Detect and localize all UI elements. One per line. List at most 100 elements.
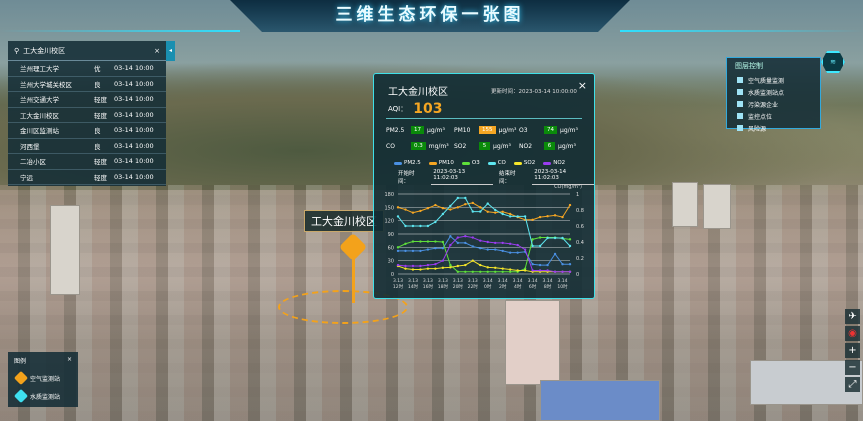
data-point-co <box>479 210 482 213</box>
data-point-pm25 <box>411 249 415 253</box>
data-point-pm25 <box>494 248 497 251</box>
end-time-input[interactable]: 2023-03-14 11:02:03 <box>532 169 594 185</box>
x-tick-label: 8时 <box>544 283 552 290</box>
data-point-pm10 <box>479 206 482 209</box>
data-point-co <box>561 236 564 240</box>
data-point-so2 <box>464 263 467 267</box>
layer-checkbox[interactable] <box>737 101 743 107</box>
series-line-pm25 <box>398 235 570 266</box>
data-point-so2 <box>441 266 445 269</box>
map-station-label[interactable]: 工大金川校区 <box>304 210 384 232</box>
data-point-o3 <box>538 236 542 239</box>
station-time: 03-14 10:00 <box>114 79 154 88</box>
aqi-label: AQI： <box>388 105 408 113</box>
search-bar[interactable]: ⚲ 工大金川校区 × <box>8 41 166 61</box>
collapse-search-tab[interactable]: ◂ <box>166 41 175 61</box>
layer-item[interactable]: 水质监测站点 <box>727 86 820 98</box>
zoom-out-button[interactable]: − <box>845 360 860 375</box>
data-point-co <box>404 224 407 228</box>
data-point-o3 <box>486 270 489 273</box>
end-label: 结束时间： <box>499 171 516 185</box>
data-point-co <box>523 215 527 218</box>
station-row[interactable]: 兰州大学城关校区 良 03-14 10:00 <box>8 77 166 92</box>
station-name: 河西堡 <box>20 142 40 151</box>
close-icon[interactable]: × <box>577 79 587 92</box>
data-point-so2 <box>449 266 452 269</box>
station-row[interactable]: 兰州交通大学 轻度 03-14 10:00 <box>8 92 166 108</box>
layer-item[interactable]: 监控点位 <box>727 110 820 122</box>
layer-item[interactable]: 空气质量监测 <box>727 74 820 86</box>
station-row[interactable]: 二冶小区 轻度 03-14 10:00 <box>8 154 166 170</box>
data-point-o3 <box>494 270 497 273</box>
station-row[interactable]: 兰州理工大学 优 03-14 10:00 <box>8 61 166 77</box>
data-point-so2 <box>523 269 527 272</box>
pollutant-unit: μg/m³ <box>493 142 511 150</box>
locate-icon[interactable]: ✈ <box>845 309 860 324</box>
legend-title: 图例 <box>14 358 27 365</box>
x-tick-label: 2时 <box>499 283 507 290</box>
y2-tick-label: 0 <box>576 272 579 278</box>
building <box>540 380 660 421</box>
data-point-co <box>419 224 422 228</box>
pollutant-so2: SO2 5 μg/m³ <box>454 142 511 150</box>
zoom-in-button[interactable]: + <box>845 343 860 358</box>
data-point-o3 <box>411 240 415 243</box>
layer-item[interactable]: 污染源企业 <box>727 98 820 110</box>
data-point-o3 <box>456 270 460 273</box>
station-row[interactable]: 河西堡 良 03-14 10:00 <box>8 139 166 154</box>
legend-close-icon[interactable]: × <box>66 356 72 363</box>
legend-o3[interactable]: O3 <box>461 160 480 166</box>
data-point-pm10 <box>449 208 452 211</box>
legend-pm10[interactable]: PM10 <box>428 160 454 166</box>
fullscreen-icon[interactable]: ⤢ <box>845 377 860 392</box>
station-row[interactable]: 金川区监测站 良 03-14 10:00 <box>8 123 166 139</box>
data-point-co <box>449 204 452 208</box>
legend-pm25[interactable]: PM2.5 <box>394 160 421 166</box>
legend-swatch <box>543 161 552 165</box>
layer-checkbox[interactable] <box>737 125 743 131</box>
station-level: 轻度 <box>94 111 107 120</box>
data-point-no2 <box>404 264 407 268</box>
y-tick-label: 60 <box>388 245 394 251</box>
legend-co[interactable]: CO <box>487 160 506 166</box>
data-point-co <box>531 244 534 248</box>
marker-stem <box>352 258 355 303</box>
data-point-pm10 <box>464 203 467 206</box>
pollutant-unit: μg/m³ <box>560 126 578 134</box>
legend-no2[interactable]: NO2 <box>543 160 565 166</box>
data-point-no2 <box>523 248 527 251</box>
station-row[interactable]: 工大金川校区 轻度 03-14 10:00 <box>8 108 166 123</box>
layer-checkbox[interactable] <box>737 89 743 95</box>
data-point-pm10 <box>419 209 422 213</box>
layers-icon[interactable]: ≋ <box>821 51 845 73</box>
data-point-o3 <box>568 238 572 241</box>
series-line-o3 <box>397 237 571 273</box>
layer-item[interactable]: 风险源 <box>727 122 820 134</box>
water-station-icon <box>13 388 29 404</box>
pollutant-co: CO 0.3 mg/m³ <box>386 142 449 150</box>
data-point-so2 <box>508 268 512 271</box>
legend-so2[interactable]: SO2 <box>513 160 535 166</box>
station-level: 轻度 <box>94 96 107 105</box>
legend-panel: 图例 × 空气监测站 水质监测站 <box>8 352 78 407</box>
search-input[interactable]: 工大金川校区 <box>23 46 66 55</box>
x-tick-label: 10时 <box>557 283 568 290</box>
x-tick-label: 3.13 <box>393 278 403 284</box>
pollutant-name: CO <box>386 142 395 150</box>
data-point-pm25 <box>531 263 534 266</box>
layer-checkbox[interactable] <box>737 113 743 119</box>
data-point-no2 <box>456 236 460 239</box>
clear-icon[interactable]: × <box>154 46 160 55</box>
start-time-input[interactable]: 2023-03-13 11:02:03 <box>431 169 493 185</box>
data-point-co <box>464 196 467 200</box>
station-time: 03-14 10:00 <box>114 172 154 181</box>
data-point-no2 <box>486 240 489 244</box>
station-time: 03-14 10:00 <box>114 141 154 150</box>
station-row[interactable]: 宁远 轻度 03-14 10:00 <box>8 170 166 185</box>
search-panel: ⚲ 工大金川校区 × 兰州理工大学优 03-14 10:00 兰州大学城关校区良 03… <box>8 41 166 186</box>
x-tick-label: 3.14 <box>528 278 538 284</box>
compass-icon[interactable]: ◉ <box>845 326 860 341</box>
layer-checkbox[interactable] <box>737 77 743 83</box>
y-tick-label: 30 <box>388 259 394 265</box>
data-point-o3 <box>441 240 445 244</box>
